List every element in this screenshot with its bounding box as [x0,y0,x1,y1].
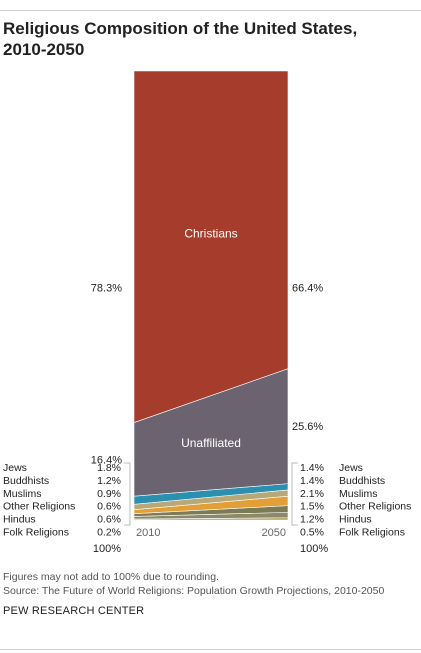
value-label-2050-unaffiliated: 25.6% [292,421,323,433]
inside-label-christians: Christians [184,226,237,240]
top-rule [0,10,421,11]
group-name-right-hindus: Hindus [339,514,372,526]
group-name-left-other-religions: Other Religions [3,501,75,513]
group-name-right-buddhists: Buddhists [339,475,385,487]
value-label-2050-buddhists: 1.4% [300,475,324,487]
area-band-christians [133,70,289,423]
value-label-2010-other-religions: 0.6% [97,501,121,513]
value-label-2050-christians: 66.4% [292,283,323,295]
chart-title: Religious Composition of the United Stat… [3,18,413,60]
value-label-2010-jews: 1.8% [97,462,121,474]
group-name-right-other-religions: Other Religions [339,501,411,513]
group-name-left-hindus: Hindus [3,514,36,526]
group-name-right-muslims: Muslims [339,488,378,500]
group-name-left-folk-religions: Folk Religions [3,527,69,539]
value-label-2050-other-religions: 1.5% [300,501,324,513]
value-label-2010-muslims: 0.9% [97,488,121,500]
value-label-2010-buddhists: 1.2% [97,475,121,487]
group-name-left-muslims: Muslims [3,488,42,500]
x-tick-2010: 2010 [136,527,160,539]
bracket-right [291,462,298,526]
group-name-right-folk-religions: Folk Religions [339,527,405,539]
value-label-2010-folk-religions: 0.2% [97,527,121,539]
group-name-left-jews: Jews [3,462,27,474]
group-name-right-jews: Jews [339,462,363,474]
bracket-left [124,462,131,526]
value-label-2010-unaffiliated: 16.4% [91,454,122,466]
total-2010: 100% [93,543,121,555]
value-label-2050-hindus: 1.2% [300,514,324,526]
chart-title-line1: Religious Composition of the United Stat… [3,19,358,38]
inside-label-unaffiliated: Unaffiliated [181,436,241,450]
source-note: Source: The Future of World Religions: P… [3,585,385,597]
value-label-2050-muslims: 2.1% [300,488,324,500]
value-label-2010-hindus: 0.6% [97,514,121,526]
value-label-2050-folk-religions: 0.5% [300,527,324,539]
bottom-rule [0,649,421,650]
value-label-2050-jews: 1.4% [300,462,324,474]
x-tick-2050: 2050 [262,527,286,539]
value-label-2010-christians: 78.3% [91,283,122,295]
pew-brand: PEW RESEARCH CENTER [3,605,145,617]
total-2050: 100% [300,543,328,555]
chart-title-line2: 2010-2050 [3,40,85,59]
group-name-left-buddhists: Buddhists [3,475,49,487]
footnote: Figures may not add to 100% due to round… [3,571,219,583]
